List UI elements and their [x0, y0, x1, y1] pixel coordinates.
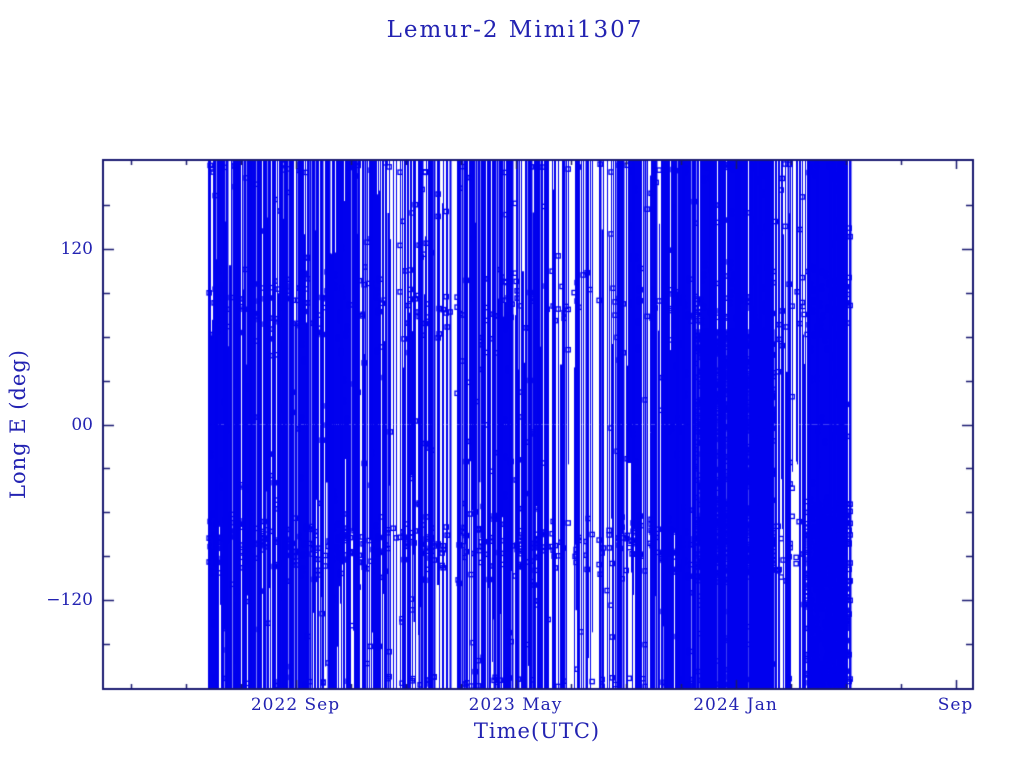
x-tick-label: 2022 Sep: [250, 695, 341, 715]
x-tick-label: 2023 May: [468, 695, 563, 715]
y-axis-title: Long E (deg): [6, 349, 30, 499]
x-axis-title: Time(UTC): [473, 719, 601, 743]
x-tick-label: Sep: [937, 695, 974, 715]
y-tick-label: 00: [71, 414, 93, 435]
chart-title: Lemur-2 Mimi1307: [386, 17, 644, 43]
x-tick-label: 2024 Jan: [693, 695, 778, 715]
y-tick-label: −120: [46, 590, 93, 611]
y-tick-label: 120: [60, 238, 93, 259]
